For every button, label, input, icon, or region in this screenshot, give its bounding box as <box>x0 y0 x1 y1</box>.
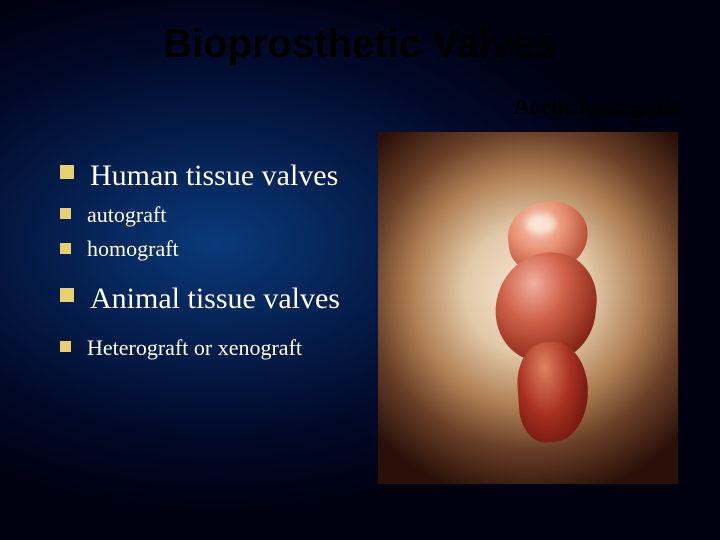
slide: Bioprosthetic Valves Aortic homograft Hu… <box>0 0 720 540</box>
bullet-icon <box>60 341 71 352</box>
bullet-list: Human tissue valves autograft homograft … <box>60 158 380 369</box>
slide-subtitle: Aortic homograft <box>514 94 678 120</box>
list-item: Heterograft or xenograft <box>60 335 380 361</box>
tissue-graphic <box>488 202 618 442</box>
slide-title: Bioprosthetic Valves <box>0 22 720 67</box>
bullet-text: Human tissue valves <box>90 158 380 194</box>
bullet-icon <box>60 208 71 219</box>
slide-image <box>378 132 678 484</box>
bullet-icon <box>60 243 71 254</box>
bullet-text: Heterograft or xenograft <box>87 335 380 361</box>
list-item: Human tissue valves <box>60 158 380 194</box>
bullet-icon <box>60 165 74 179</box>
bullet-text: homograft <box>87 236 380 262</box>
list-item: autograft <box>60 202 380 228</box>
bullet-text: autograft <box>87 202 380 228</box>
bullet-icon <box>60 288 74 302</box>
bullet-text: Animal tissue valves <box>90 281 380 317</box>
list-item: homograft <box>60 236 380 262</box>
list-item: Animal tissue valves <box>60 281 380 317</box>
